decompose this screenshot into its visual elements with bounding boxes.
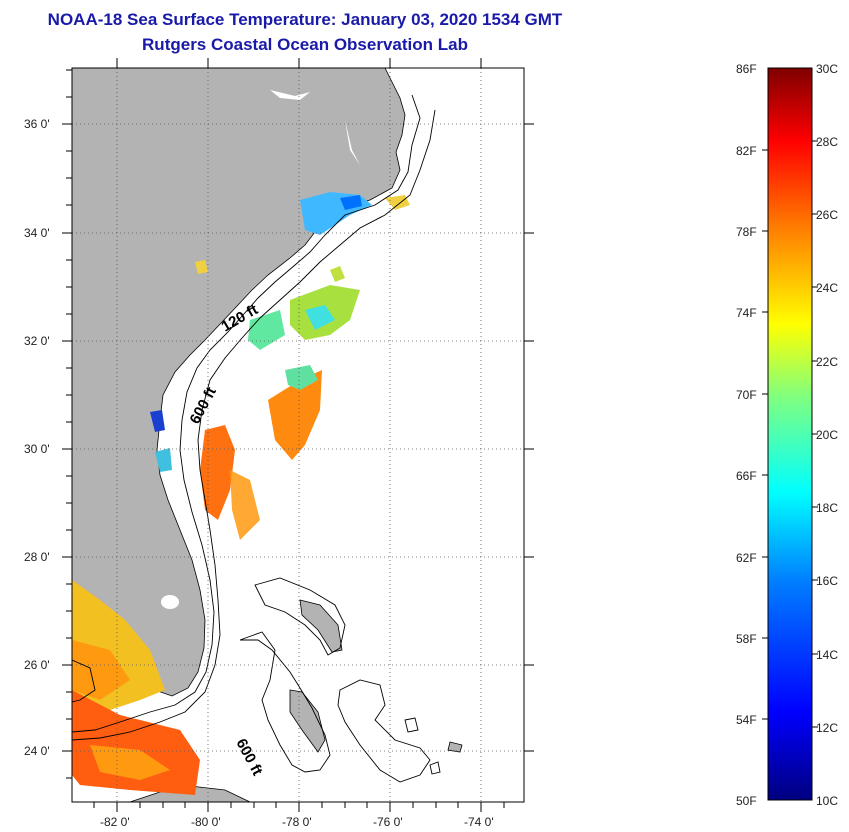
- lat-label: 32 0': [24, 334, 50, 348]
- colorbar-f-label: 58F: [736, 632, 757, 646]
- colorbar-f-label: 82F: [736, 144, 757, 158]
- colorbar-f-label: 50F: [736, 794, 757, 808]
- axis-ticks: [62, 58, 534, 812]
- colorbar-c-label: 26C: [816, 208, 839, 222]
- grid: [72, 68, 524, 802]
- lat-label: 28 0': [24, 550, 50, 564]
- lon-label: -74 0': [464, 815, 494, 829]
- sst-patches: [72, 192, 410, 795]
- colorbar-c-label: 16C: [816, 574, 839, 588]
- colorbar-f-label: 54F: [736, 713, 757, 727]
- colorbar-c-label: 24C: [816, 281, 839, 295]
- lake-okeechobee: [161, 595, 179, 609]
- lon-label: -78 0': [282, 815, 312, 829]
- land-bahamas-3: [447, 741, 463, 753]
- lake: [270, 90, 310, 100]
- lon-label: -80 0': [191, 815, 221, 829]
- colorbar-ticks: [762, 140, 818, 728]
- colorbar-f-label: 66F: [736, 469, 757, 483]
- colorbar-c-label: 10C: [816, 794, 839, 808]
- lat-label: 26 0': [24, 658, 50, 672]
- lat-label: 24 0': [24, 744, 50, 758]
- lon-label: -82 0': [100, 815, 130, 829]
- colorbar-c-label: 30C: [816, 62, 839, 76]
- map-border: [71, 67, 525, 803]
- lat-label: 30 0': [24, 442, 50, 456]
- colorbar-f-label: 70F: [736, 388, 757, 402]
- colorbar-f-label: 78F: [736, 225, 757, 239]
- colorbar-f-label: 74F: [736, 306, 757, 320]
- colorbar-c-label: 22C: [816, 355, 839, 369]
- colorbar-c-label: 20C: [816, 428, 839, 442]
- colorbar-c-label: 12C: [816, 721, 839, 735]
- map-subtitle: Rutgers Coastal Ocean Observation Lab: [142, 35, 468, 54]
- land-bahamas-1: [299, 599, 343, 653]
- colorbar-c-label: 14C: [816, 648, 839, 662]
- depth-contours: [72, 94, 441, 783]
- lat-label: 34 0': [24, 226, 50, 240]
- lon-label: -76 0': [373, 815, 403, 829]
- colorbar-f-label: 62F: [736, 551, 757, 565]
- colorbar-c-label: 28C: [816, 135, 839, 149]
- colorbar: [767, 67, 813, 801]
- colorbar-c-label: 18C: [816, 501, 839, 515]
- colorbar-f-label: 86F: [736, 62, 757, 76]
- lat-label: 36 0': [24, 117, 50, 131]
- map-title: NOAA-18 Sea Surface Temperature: January…: [47, 10, 563, 29]
